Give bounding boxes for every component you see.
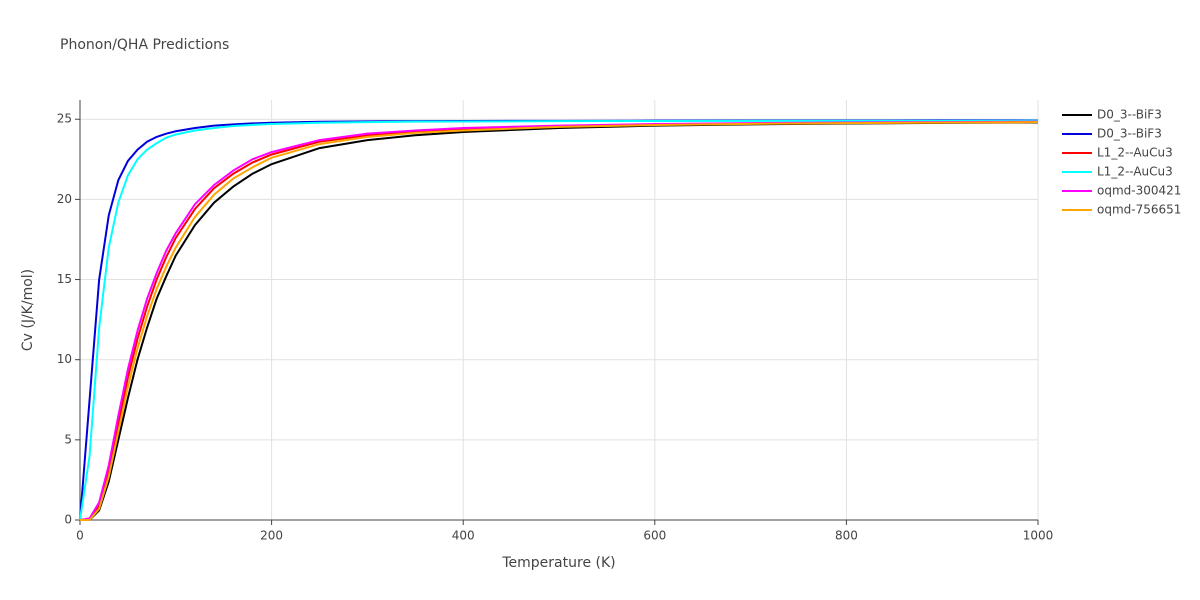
x-tick-label: 1000: [1023, 529, 1054, 543]
legend-label: L1_2--AuCu3: [1097, 165, 1173, 179]
y-tick-label: 5: [64, 432, 72, 446]
legend-label: D0_3--BiF3: [1097, 127, 1162, 141]
series-line: [80, 120, 1039, 521]
series-line: [80, 121, 1039, 521]
x-tick-label: 200: [260, 529, 283, 543]
series-line: [79, 119, 1039, 521]
legend-label: D0_3--BiF3: [1097, 108, 1162, 122]
legend-label: oqmd-300421: [1097, 184, 1181, 198]
y-tick-label: 15: [57, 272, 72, 286]
series-line: [79, 120, 1039, 521]
x-tick-label: 400: [452, 529, 475, 543]
y-tick-label: 20: [57, 192, 72, 206]
x-tick-label: 600: [643, 529, 666, 543]
x-tick-label: 800: [835, 529, 858, 543]
x-axis-title: Temperature (K): [501, 555, 615, 571]
y-tick-label: 10: [57, 352, 72, 366]
x-tick-label: 0: [76, 529, 84, 543]
chart-title: Phonon/QHA Predictions: [60, 37, 229, 53]
legend-label: oqmd-756651: [1097, 203, 1181, 217]
legend-label: L1_2--AuCu3: [1097, 146, 1173, 160]
y-tick-label: 0: [64, 513, 72, 527]
y-axis-title: Cv (J/K/mol): [20, 269, 36, 351]
y-tick-label: 25: [57, 112, 72, 126]
